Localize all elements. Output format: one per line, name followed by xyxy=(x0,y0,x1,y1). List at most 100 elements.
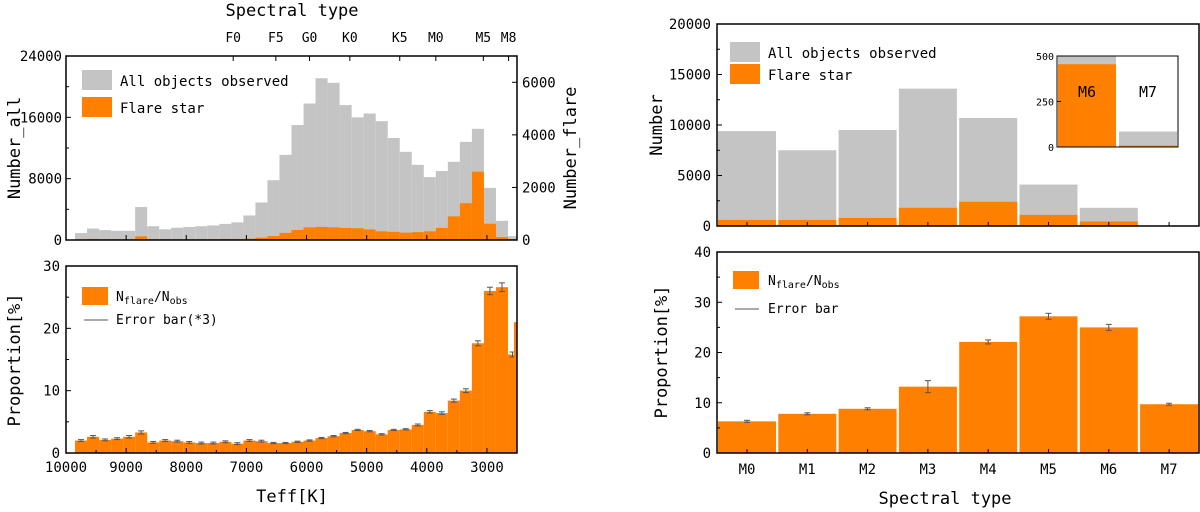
inset-ytick-label: 0 xyxy=(1048,143,1054,154)
bar-all-objects xyxy=(243,215,256,240)
bar-flare-star xyxy=(1019,214,1078,226)
bar-proportion xyxy=(363,431,376,453)
bar-proportion xyxy=(147,442,160,453)
ytick-label: 10 xyxy=(694,396,711,412)
xtick-label: M7 xyxy=(1161,462,1178,478)
legend-swatch-ratio-right xyxy=(733,271,759,289)
bar-proportion xyxy=(399,429,412,453)
bar-all-objects xyxy=(267,180,280,240)
ytick-left-label: 8000 xyxy=(28,172,62,188)
legend-label-ratio-right: Nflare/Nobs xyxy=(768,274,840,291)
ytick-label: 15000 xyxy=(669,68,711,84)
ytick-label: 20 xyxy=(43,321,60,337)
bar-flare-star xyxy=(447,216,460,240)
xtick-label: M3 xyxy=(919,462,936,478)
bar-all-objects xyxy=(135,207,148,240)
bar-flare-star xyxy=(279,232,292,240)
bar-all-objects xyxy=(327,82,340,240)
inset-bar-all xyxy=(1119,131,1177,147)
bar-flare-star xyxy=(411,232,424,240)
left-top-chart: 0 8000 16000 24000 0 2000 4000 6000 F0 F5 G0 K0 K5 M0… xyxy=(5,1,581,249)
left-bottom-chart: 10000 9000 8000 7000 6000 5000 4000 3000 0 10 20 30… xyxy=(5,259,518,507)
inset-ytick-label: 250 xyxy=(1036,98,1054,109)
left-top-bars xyxy=(75,78,517,241)
legend-label-flare: Flare star xyxy=(120,101,204,117)
inset-bars: M6 M7 xyxy=(1058,56,1177,147)
bar-proportion xyxy=(387,429,400,453)
legend-label-ratio: Nflare/Nobs xyxy=(116,290,188,307)
bar-all-objects xyxy=(507,236,517,240)
legend-swatch-all-right xyxy=(730,42,760,62)
xtick-label: M0 xyxy=(739,462,756,478)
bar-proportion xyxy=(1019,316,1078,453)
top-tick-label: M5 xyxy=(475,31,491,46)
bar-proportion-edge xyxy=(514,322,517,453)
legend-label-errbar-right: Error bar xyxy=(768,302,839,317)
inset-ticks: 0 250 500 xyxy=(1036,52,1061,154)
xtick-label: 8000 xyxy=(169,460,203,476)
bar-proportion xyxy=(375,434,388,453)
legend-label-flare-right: Flare star xyxy=(768,68,852,84)
xtick-label: 4000 xyxy=(410,460,444,476)
bar-all-objects xyxy=(435,171,448,240)
bar-all-objects xyxy=(87,228,100,240)
top-tick-label: F5 xyxy=(268,31,284,46)
bar-all-objects xyxy=(171,227,184,240)
bar-all-objects xyxy=(718,131,776,226)
bar-proportion xyxy=(123,436,136,453)
bar-flare-star xyxy=(471,171,484,240)
inset-bar-flare xyxy=(1058,64,1116,147)
left-bottom-legend: Nflare/Nobs Error bar(*3) xyxy=(82,287,218,328)
bar-all-objects xyxy=(231,222,244,240)
bar-all-objects xyxy=(411,164,424,240)
bar-flare-star xyxy=(255,237,268,240)
bar-proportion xyxy=(327,436,340,453)
bar-all-objects xyxy=(375,121,388,240)
ytick-label: 0 xyxy=(703,219,711,235)
bar-proportion xyxy=(959,341,1018,453)
bar-proportion xyxy=(279,443,292,453)
bar-proportion xyxy=(411,424,424,453)
ytick-left-label: 0 xyxy=(54,233,62,249)
top-tick-label: K5 xyxy=(392,31,408,46)
bar-proportion xyxy=(423,411,436,453)
bar-all-objects xyxy=(351,117,364,240)
bar-flare-star xyxy=(898,207,957,226)
right-bottom-ticks: M0 M1 M2 M3 M4 M5 M6 M7 0 10 20 30 40 xyxy=(694,245,1177,478)
inset-bar-flare xyxy=(1119,145,1177,147)
right-top-legend: All objects observed Flare star xyxy=(730,42,937,84)
bar-proportion xyxy=(291,441,304,453)
left-top-top-axis-label: Spectral type xyxy=(225,1,358,21)
left-top-legend: All objects observed Flare star xyxy=(82,70,289,117)
bar-flare-star xyxy=(267,236,280,240)
left-top-ylabel-left: Number_all xyxy=(5,97,25,199)
bar-proportion xyxy=(195,443,208,453)
bar-proportion xyxy=(435,413,448,453)
bar-proportion xyxy=(219,441,232,453)
top-tick-label: F0 xyxy=(225,31,241,46)
ytick-label: 0 xyxy=(52,446,60,462)
bar-flare-star xyxy=(387,231,400,240)
bar-all-objects xyxy=(303,103,316,241)
bar-flare-star xyxy=(327,227,340,240)
bar-proportion xyxy=(111,438,124,453)
xtick-label: 10000 xyxy=(45,460,87,476)
bar-proportion xyxy=(159,440,172,453)
bar-flare-star xyxy=(459,203,472,240)
bar-proportion xyxy=(315,438,328,453)
ytick-label: 5000 xyxy=(677,169,711,185)
bar-flare-star xyxy=(315,226,328,240)
ytick-right-label: 2000 xyxy=(522,180,556,196)
bar-flare-star xyxy=(959,201,1018,226)
bar-all-objects xyxy=(279,154,292,240)
bar-proportion xyxy=(207,443,220,453)
bar-proportion xyxy=(471,343,484,453)
bar-flare-star xyxy=(351,228,364,240)
left-bottom-ylabel: Proportion[%] xyxy=(5,293,25,426)
right-top-bars xyxy=(718,88,1138,226)
inset-chart: M6 M7 0 250 500 xyxy=(1036,52,1179,154)
bar-flare-star xyxy=(483,223,496,240)
bar-all-objects xyxy=(111,230,124,240)
